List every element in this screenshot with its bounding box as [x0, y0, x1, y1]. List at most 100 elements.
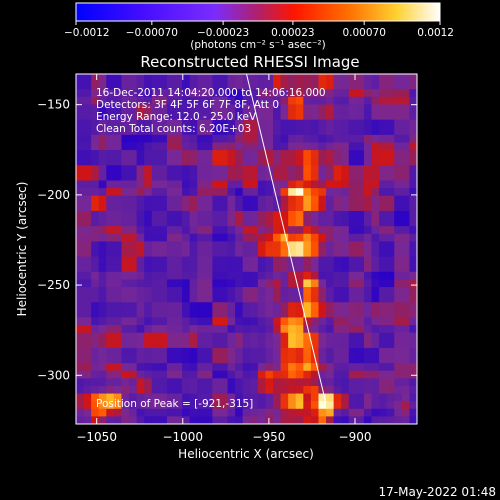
- heatmap-cell: [91, 264, 100, 273]
- heatmap-cell: [83, 172, 92, 182]
- heatmap-cell: [371, 332, 380, 341]
- heatmap-cell: [363, 363, 373, 372]
- heatmap-cell: [83, 188, 92, 197]
- heatmap-cell: [288, 104, 297, 113]
- heatmap-cell: [235, 150, 244, 159]
- heatmap-cell: [273, 150, 282, 159]
- heatmap-cell: [295, 363, 304, 372]
- heatmap-cell: [76, 317, 85, 326]
- heatmap-cell: [182, 302, 191, 311]
- heatmap-cell: [106, 195, 115, 204]
- heatmap-cell: [76, 332, 85, 341]
- heatmap-cell: [242, 233, 251, 242]
- heatmap-cell: [394, 302, 403, 311]
- heatmap-cell: [235, 74, 244, 83]
- heatmap-cell: [121, 233, 130, 242]
- heatmap-cell: [295, 378, 304, 387]
- heatmap-cell: [280, 165, 289, 174]
- heatmap-cell: [280, 264, 289, 273]
- heatmap-cell: [303, 416, 312, 424]
- heatmap-cell: [197, 287, 206, 296]
- heatmap-cell: [348, 363, 357, 372]
- heatmap-cell: [182, 416, 191, 424]
- heatmap-cell: [242, 347, 251, 357]
- heatmap-cell: [197, 81, 206, 90]
- heatmap-cell: [227, 279, 236, 288]
- heatmap-cell: [106, 347, 115, 357]
- heatmap-cell: [219, 408, 229, 417]
- heatmap-cell: [295, 317, 304, 326]
- heatmap-cell: [394, 157, 403, 166]
- heatmap-cell: [348, 195, 357, 204]
- heatmap-cell: [273, 393, 282, 402]
- heatmap-cell: [242, 127, 251, 136]
- heatmap-cell: [197, 218, 206, 227]
- heatmap-cell: [219, 302, 229, 311]
- heatmap-cell: [333, 287, 342, 296]
- heatmap-cells: [76, 74, 417, 424]
- heatmap-cell: [197, 309, 206, 319]
- heatmap-cell: [333, 256, 342, 265]
- heatmap-cell: [91, 309, 100, 319]
- heatmap-cell: [310, 264, 320, 273]
- heatmap-cell: [401, 302, 411, 311]
- heatmap-cell: [273, 157, 282, 166]
- heatmap-cell: [303, 370, 312, 379]
- heatmap-cell: [204, 385, 213, 395]
- heatmap-cell: [197, 256, 206, 265]
- heatmap-cell: [401, 74, 411, 83]
- heatmap-cell: [409, 325, 417, 334]
- heatmap-cell: [76, 142, 85, 151]
- heatmap-cell: [318, 165, 327, 174]
- heatmap-cell: [288, 218, 297, 227]
- heatmap-cell: [189, 256, 198, 265]
- heatmap-cell: [121, 271, 130, 281]
- heatmap-cell: [151, 294, 160, 303]
- heatmap-cell: [227, 385, 236, 395]
- heatmap-cell: [288, 226, 297, 235]
- heatmap-cell: [326, 210, 335, 220]
- heatmap-cell: [295, 370, 304, 379]
- heatmap-cell: [348, 317, 357, 326]
- heatmap-cell: [401, 287, 411, 296]
- heatmap-cell: [341, 347, 350, 357]
- heatmap-cell: [394, 150, 403, 159]
- heatmap-cell: [174, 165, 183, 174]
- heatmap-cell: [227, 188, 236, 197]
- heatmap-cell: [326, 127, 335, 136]
- heatmap-cell: [303, 347, 312, 357]
- heatmap-cell: [144, 210, 153, 220]
- heatmap-cell: [144, 81, 153, 90]
- heatmap-cell: [204, 150, 213, 159]
- heatmap-cell: [174, 385, 183, 395]
- heatmap-cell: [106, 393, 115, 402]
- heatmap-cell: [371, 134, 380, 144]
- heatmap-cell: [288, 347, 297, 357]
- heatmap-cell: [136, 104, 145, 113]
- heatmap-cell: [333, 89, 342, 98]
- heatmap-cell: [310, 89, 320, 98]
- heatmap-cell: [303, 180, 312, 189]
- heatmap-cell: [189, 332, 198, 341]
- heatmap-cell: [204, 188, 213, 197]
- heatmap-cell: [98, 104, 107, 113]
- heatmap-cell: [136, 112, 145, 121]
- heatmap-cell: [288, 89, 297, 98]
- heatmap-cell: [265, 180, 274, 189]
- heatmap-cell: [280, 210, 289, 220]
- heatmap-cell: [273, 104, 282, 113]
- heatmap-cell: [242, 385, 251, 395]
- heatmap-cell: [144, 302, 153, 311]
- heatmap-cell: [273, 81, 282, 90]
- heatmap-cell: [129, 96, 138, 106]
- heatmap-cell: [341, 89, 350, 98]
- heatmap-cell: [295, 249, 304, 258]
- heatmap-cell: [341, 74, 350, 83]
- heatmap-cell: [129, 74, 138, 83]
- heatmap-cell: [189, 226, 198, 235]
- heatmap-cell: [235, 347, 244, 357]
- heatmap-cell: [280, 340, 289, 349]
- heatmap-cell: [159, 401, 168, 410]
- heatmap-cell: [333, 340, 342, 349]
- heatmap-cell: [121, 180, 130, 189]
